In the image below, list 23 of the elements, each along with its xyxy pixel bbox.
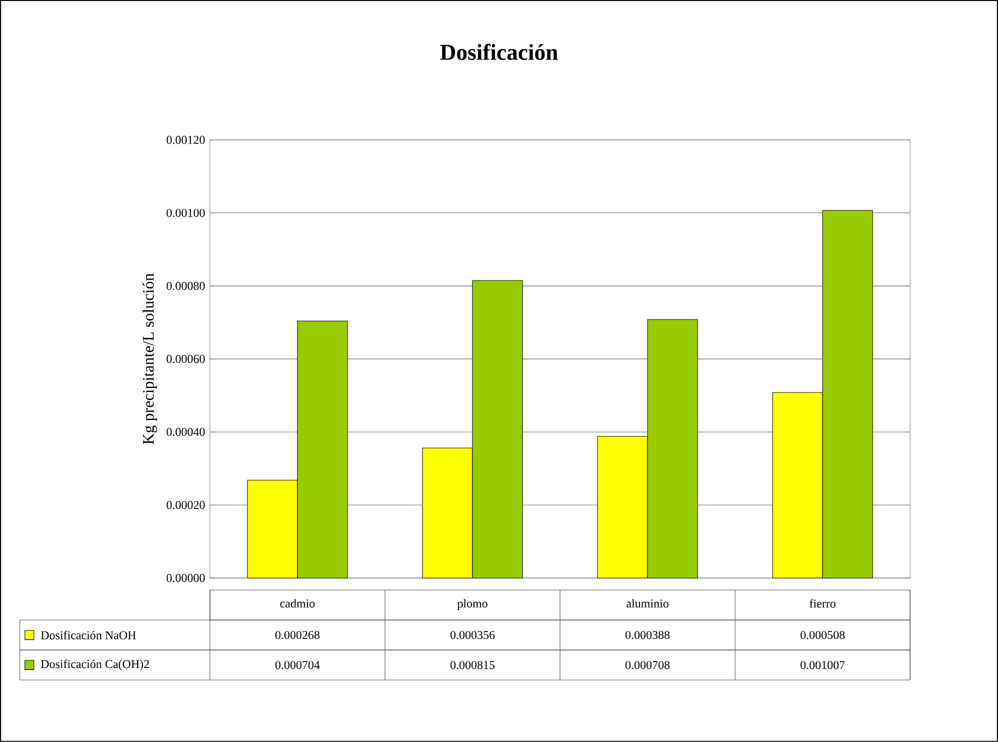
y-tick-label: 0.00060 [166,354,205,364]
legend-label: Dosificación NaOH [40,630,136,640]
data-label: 0.000708 [625,660,670,670]
x-tick-label: aluminio [626,599,668,608]
x-tick-label: cadmio [280,599,315,608]
y-axis-title: Kg precipitante/L solución [142,273,158,444]
y-tick-label: 0.00120 [166,136,205,144]
data-label: 0.001007 [800,660,845,670]
data-label: 0.000704 [275,660,320,670]
data-label: 0.000815 [450,660,495,670]
y-tick-label: 0.00000 [166,574,205,582]
y-tick-label: 0.00080 [166,282,205,290]
y-tick-label: 0.00040 [166,428,205,436]
y-tick-label: 0.00020 [166,500,205,510]
x-tick-label: plomo [457,599,488,610]
x-tick-label: fierro [810,599,836,608]
data-label: 0.000388 [625,630,670,640]
data-label: 0.000508 [800,630,845,640]
data-label: 0.000356 [450,630,495,640]
legend-label: Dosificación Ca(OH)2 [40,660,149,671]
chart-title: Dosificación [440,44,558,60]
y-tick-label: 0.00100 [166,208,205,218]
data-label: 0.000268 [275,630,320,640]
